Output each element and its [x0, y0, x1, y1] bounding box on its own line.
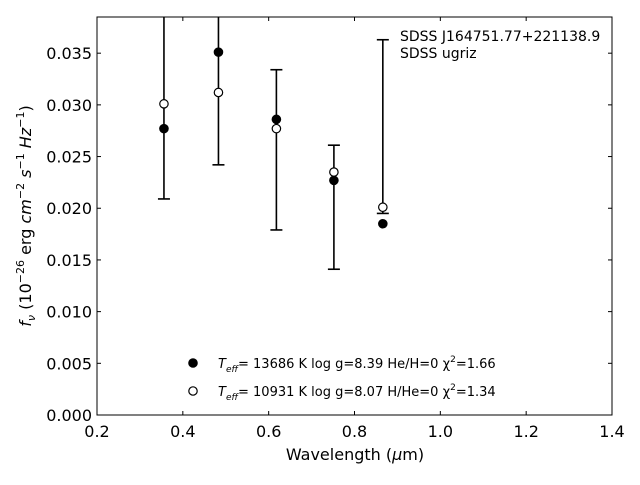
y-tick-label: 0.015 — [46, 251, 92, 270]
x-tick-label: 1.0 — [428, 422, 453, 441]
model-point-filled — [378, 218, 388, 229]
x-tick-label: 0.8 — [342, 422, 367, 441]
y-tick-label: 0.000 — [46, 406, 92, 425]
x-tick-label: 1.4 — [599, 422, 624, 441]
y-tick-label: 0.030 — [46, 96, 92, 115]
legend-marker-open — [188, 386, 198, 396]
model-point-open — [271, 123, 282, 134]
y-tick-label: 0.035 — [46, 44, 92, 63]
x-tick-label: 0.4 — [170, 422, 195, 441]
x-tick-label: 0.6 — [256, 422, 281, 441]
annotation-line-1: SDSS J164751.77+221138.9 — [400, 29, 600, 45]
legend-marker-filled — [188, 358, 198, 368]
model-point-filled — [271, 114, 282, 125]
model-point-filled — [159, 123, 169, 134]
x-tick-label: 0.2 — [84, 422, 109, 441]
y-tick-label: 0.025 — [46, 148, 92, 167]
model-point-open — [213, 87, 224, 98]
y-tick-label: 0.010 — [46, 303, 92, 322]
model-point-filled — [329, 175, 339, 186]
model-point-open — [159, 99, 169, 109]
y-axis-title: fν (10−26 erg cm−2 s−1 Hz−1) — [14, 105, 38, 326]
plot-frame — [96, 16, 613, 416]
annotation-line-2: SDSS ugriz — [400, 46, 477, 62]
ticks-layer: 0.2 0.4 0.6 0.8 1.0 1.2 1.4 0.000 0.005 0.010 0.01… — [46, 17, 625, 441]
x-tick-label: 1.2 — [513, 422, 538, 441]
model-point-filled — [213, 47, 224, 57]
x-axis-title: Wavelength (μm) — [286, 445, 424, 464]
points-layer — [159, 47, 388, 229]
y-tick-label: 0.020 — [46, 199, 92, 218]
y-tick-label: 0.005 — [46, 354, 92, 373]
errorbar-layer — [157, 17, 389, 271]
legend-label-1: Teff= 13686 K log g=8.39 He/H=0 χ2=1.66 — [218, 355, 496, 375]
legend-label-2: Teff= 10931 K log g=8.07 H/He=0 χ2=1.34 — [218, 383, 496, 403]
model-point-open — [378, 202, 388, 213]
legend: Teff= 13686 K log g=8.39 He/H=0 χ2=1.66 … — [188, 355, 496, 403]
model-point-open — [329, 167, 339, 177]
